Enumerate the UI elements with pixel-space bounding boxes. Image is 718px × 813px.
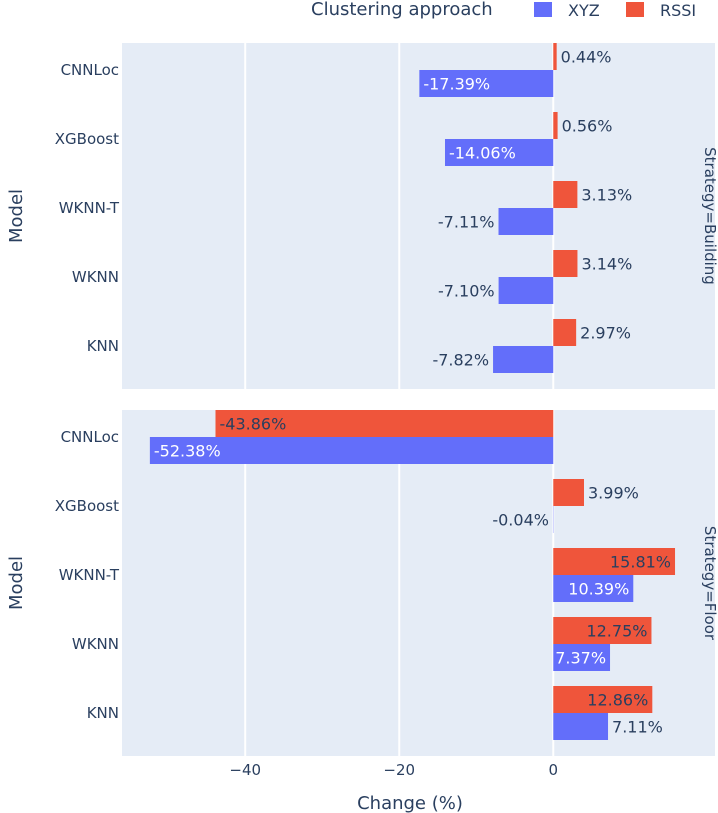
legend-label-xyz[interactable]: XYZ bbox=[568, 1, 600, 20]
data-label: -52.38% bbox=[154, 442, 221, 461]
bar-xyz[interactable] bbox=[493, 346, 554, 373]
bar-rssi[interactable] bbox=[553, 181, 578, 208]
data-label: 3.14% bbox=[581, 255, 632, 274]
bar-xyz[interactable] bbox=[149, 437, 554, 464]
x-tick-label: −40 bbox=[229, 761, 261, 779]
facet-panel: CNNLoc 0.44% -17.39% XGBoost 0.56% -14.06% WKN… bbox=[6, 43, 718, 389]
bar-rssi[interactable] bbox=[553, 250, 578, 277]
category-tick-label: XGBoost bbox=[55, 497, 119, 515]
facet-label: Strategy=Building bbox=[701, 147, 718, 285]
bar-rssi[interactable] bbox=[553, 43, 557, 70]
data-label: 2.97% bbox=[580, 324, 631, 343]
bar-rssi[interactable] bbox=[553, 479, 585, 506]
data-label: 7.37% bbox=[555, 649, 606, 668]
data-label: 3.13% bbox=[581, 186, 632, 205]
facet-label: Strategy=Floor bbox=[701, 526, 718, 641]
category-tick-label: KNN bbox=[87, 704, 119, 722]
data-label: 7.11% bbox=[612, 718, 663, 737]
category-tick-label: WKNN-T bbox=[59, 566, 120, 584]
category-tick-label: WKNN bbox=[72, 635, 119, 653]
bar-xyz[interactable] bbox=[498, 208, 554, 235]
x-axis: −40 −20 0 bbox=[229, 761, 558, 779]
data-label: -17.39% bbox=[423, 75, 490, 94]
bar-rssi[interactable] bbox=[215, 410, 554, 437]
bar-xyz[interactable] bbox=[498, 277, 554, 304]
category-tick-label: KNN bbox=[87, 337, 119, 355]
bar-rssi[interactable] bbox=[553, 617, 652, 644]
data-label: 15.81% bbox=[610, 553, 671, 572]
category-tick-label: XGBoost bbox=[55, 130, 119, 148]
data-label: -43.86% bbox=[219, 415, 286, 434]
data-label: -7.82% bbox=[432, 351, 489, 370]
bar-rssi[interactable] bbox=[553, 319, 577, 346]
bar-rssi[interactable] bbox=[553, 548, 676, 575]
legend-swatch-xyz[interactable] bbox=[534, 2, 552, 17]
bar-xyz[interactable] bbox=[419, 70, 554, 97]
legend-title: Clustering approach bbox=[311, 0, 493, 20]
category-tick-label: WKNN bbox=[72, 268, 119, 286]
data-label: 3.99% bbox=[588, 484, 639, 503]
bar-xyz[interactable] bbox=[444, 139, 554, 166]
bar-xyz[interactable] bbox=[553, 575, 634, 602]
data-label: 10.39% bbox=[568, 580, 629, 599]
data-label: 0.44% bbox=[561, 48, 612, 67]
data-label: 0.56% bbox=[562, 117, 613, 136]
x-tick-label: 0 bbox=[548, 761, 558, 779]
data-label: -7.10% bbox=[438, 282, 495, 301]
legend-label-rssi[interactable]: RSSI bbox=[660, 1, 696, 20]
plot-background bbox=[122, 43, 715, 389]
bar-rssi[interactable] bbox=[553, 112, 558, 139]
facet-panel: CNNLoc -43.86% -52.38% XGBoost 3.99% -0.04% WK… bbox=[6, 410, 718, 756]
bar-xyz[interactable] bbox=[553, 644, 611, 671]
bar-xyz[interactable] bbox=[553, 713, 609, 740]
category-tick-label: CNNLoc bbox=[61, 428, 119, 446]
legend-swatch-rssi[interactable] bbox=[626, 2, 644, 17]
x-axis-title: Change (%) bbox=[357, 793, 463, 813]
data-label: -0.04% bbox=[492, 511, 549, 530]
x-tick-label: −20 bbox=[383, 761, 415, 779]
y-axis-title: Model bbox=[6, 189, 27, 243]
y-axis-title: Model bbox=[6, 556, 27, 610]
data-label: -7.11% bbox=[438, 213, 495, 232]
category-tick-label: WKNN-T bbox=[59, 199, 120, 217]
category-tick-label: CNNLoc bbox=[61, 61, 119, 79]
legend: Clustering approach XYZ RSSI bbox=[311, 0, 696, 20]
data-label: 12.86% bbox=[587, 691, 648, 710]
data-label: 12.75% bbox=[586, 622, 647, 641]
bar-rssi[interactable] bbox=[553, 686, 653, 713]
data-label: -14.06% bbox=[449, 144, 516, 163]
